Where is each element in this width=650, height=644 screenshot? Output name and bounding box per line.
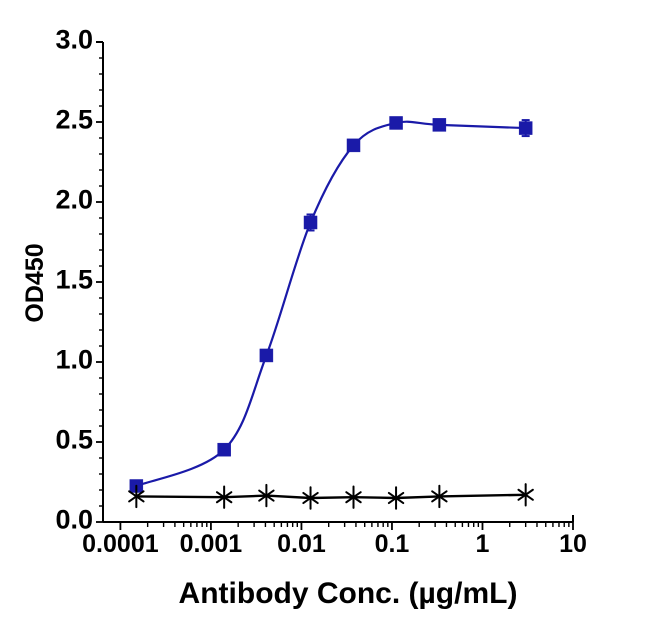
svg-text:OD450: OD450 xyxy=(21,243,49,322)
svg-text:1.5: 1.5 xyxy=(55,265,93,295)
svg-text:1.0: 1.0 xyxy=(55,345,93,375)
svg-text:0.01: 0.01 xyxy=(277,530,326,558)
svg-text:0.001: 0.001 xyxy=(180,530,243,558)
svg-text:Antibody Conc. (µg/mL): Antibody Conc. (µg/mL) xyxy=(179,577,518,610)
svg-text:3.0: 3.0 xyxy=(55,25,93,55)
svg-text:10: 10 xyxy=(559,530,587,558)
svg-text:2.5: 2.5 xyxy=(55,105,93,135)
svg-text:0.5: 0.5 xyxy=(55,425,93,455)
svg-text:1: 1 xyxy=(476,530,490,558)
svg-text:2.0: 2.0 xyxy=(55,185,93,215)
svg-text:0.1: 0.1 xyxy=(375,530,410,558)
svg-text:0.0001: 0.0001 xyxy=(82,530,159,558)
